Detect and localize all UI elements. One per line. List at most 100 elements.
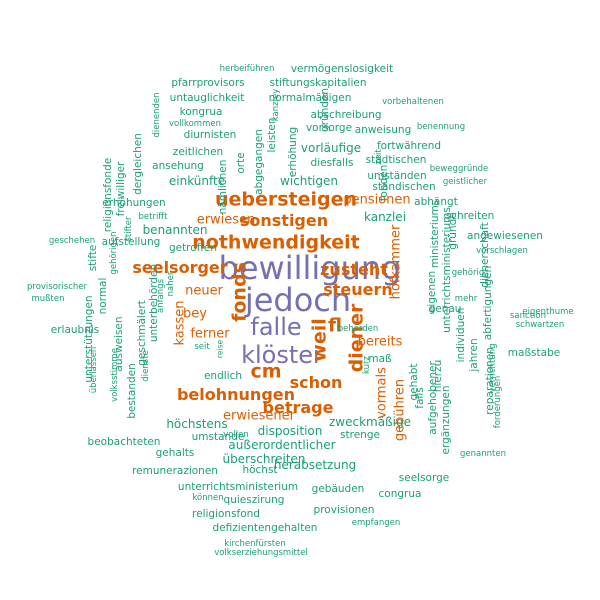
cloud-word: seit: [194, 341, 210, 352]
cloud-word: stifte: [86, 244, 99, 272]
cloud-word: zeitlichen: [172, 145, 224, 158]
cloud-word: aufgehobener: [426, 361, 439, 435]
cloud-word: weil: [308, 318, 331, 362]
cloud-word: defizientengehalten: [212, 521, 318, 534]
cloud-word: untauglichkeit: [169, 91, 245, 104]
cloud-word: angewiesenen: [467, 229, 543, 242]
cloud-word: diesfalls: [310, 156, 354, 169]
cloud-word: provisorischer: [27, 281, 87, 292]
cloud-word: naher: [165, 271, 176, 297]
cloud-word: schwartzen: [515, 319, 565, 330]
cloud-word: nämlichen: [216, 159, 229, 215]
cloud-word: abhängt: [414, 195, 458, 208]
cloud-word: ferner: [190, 326, 230, 342]
cloud-word: geistlicher: [442, 176, 488, 187]
cloud-word: erwiesener: [223, 408, 295, 424]
cloud-word: ergänzungen: [439, 385, 452, 455]
cloud-word: genannten: [460, 448, 506, 459]
cloud-word: behörden: [337, 323, 379, 334]
cloud-word: erhöhung: [286, 126, 299, 178]
cloud-word: überlassen: [88, 346, 99, 394]
cloud-word: vormals: [374, 367, 390, 419]
cloud-word: falle: [250, 313, 302, 341]
cloud-word: benennung: [416, 121, 466, 132]
cloud-word: anfangs: [155, 278, 166, 314]
cloud-word: bey: [183, 306, 207, 322]
cloud-word: hofkammer: [388, 224, 404, 300]
cloud-word: gehörig: [451, 267, 485, 278]
cloud-word: kassen: [172, 300, 188, 346]
cloud-word: aufstellung: [101, 235, 161, 248]
cloud-word: herbeiführen: [219, 63, 275, 74]
cloud-word: diurnisten: [183, 128, 237, 141]
cloud-word: vorschlagen: [476, 245, 528, 256]
cloud-word: kongrua: [179, 105, 223, 118]
cloud-word: bewilligung: [218, 249, 402, 287]
cloud-word: vermögenslosigkeit: [290, 62, 394, 75]
cloud-word: gebäuden: [311, 482, 365, 495]
cloud-word: unterrichtsministerium: [177, 480, 299, 493]
cloud-word: congrua: [378, 487, 422, 500]
cloud-word: kirchenfürsten: [224, 538, 286, 549]
cloud-word: sanction: [510, 310, 546, 321]
cloud-word: höchst: [242, 463, 278, 476]
cloud-word: vorsorge: [305, 121, 353, 134]
cloud-word: individuen: [454, 307, 467, 363]
cloud-word: getroffen: [168, 241, 218, 254]
cloud-word: pensionen: [343, 192, 411, 208]
cloud-word: einkünfte: [168, 174, 226, 188]
cloud-word: geschehen: [48, 235, 96, 246]
cloud-word: pfarrprovisors: [171, 76, 245, 89]
cloud-word: zeit: [373, 149, 384, 165]
cloud-word: betrage: [262, 398, 334, 417]
cloud-word: jedoch: [244, 281, 352, 319]
cloud-word: gebühren: [392, 378, 408, 442]
cloud-word: nothwendigkeit: [192, 231, 360, 254]
cloud-word: städtischen: [365, 153, 427, 166]
cloud-word: erlaubnis: [50, 323, 100, 336]
cloud-word: dienenden: [151, 92, 162, 138]
cloud-word: mehr: [454, 293, 478, 304]
cloud-word: fl: [327, 314, 343, 337]
cloud-word: herabsetzung: [273, 458, 357, 472]
cloud-word: bestanden: [125, 363, 138, 419]
cloud-word: fonden: [377, 164, 390, 202]
cloud-word: vollen: [223, 429, 249, 440]
cloud-word: umständen: [367, 169, 427, 182]
cloud-word: wichtigen: [280, 174, 338, 188]
cloud-word: strenge: [340, 428, 380, 441]
cloud-word: neuer: [185, 283, 223, 299]
cloud-word: erhöhungen: [102, 196, 166, 209]
cloud-word: quieszirung: [223, 493, 285, 506]
cloud-word: zweckmäßige: [329, 415, 411, 429]
cloud-word: beobachteten: [87, 435, 161, 448]
cloud-word: stiftungskapitalien: [269, 76, 367, 89]
cloud-word: empfangen: [351, 517, 401, 528]
cloud-word: seelsorger: [132, 258, 228, 277]
cloud-word: vorläufige: [300, 141, 362, 155]
cloud-word: abschreibung: [310, 108, 382, 121]
cloud-word: stifter: [123, 216, 134, 242]
cloud-word: betrifft: [138, 211, 168, 222]
cloud-word: benannten: [142, 223, 208, 237]
cloud-word: klöster: [241, 341, 323, 369]
cloud-word: reise: [215, 339, 225, 359]
cloud-word: ministeriums: [428, 199, 441, 269]
cloud-word: fonds: [228, 262, 251, 322]
cloud-word: dergleichen: [131, 133, 144, 195]
cloud-word: maßstabe: [507, 346, 561, 359]
cloud-word: kanzlei: [363, 210, 407, 224]
cloud-word: abgegangen: [252, 129, 265, 195]
cloud-word: cm: [250, 360, 282, 383]
cloud-word: vorbehaltenen: [382, 96, 444, 107]
cloud-word: remunerazionen: [132, 464, 218, 477]
cloud-word: maß: [368, 352, 392, 365]
cloud-word: jahren: [467, 338, 480, 372]
cloud-word: gehörigen: [108, 231, 119, 275]
cloud-word: abfertigungen: [481, 265, 494, 341]
cloud-word: schreiten: [445, 209, 495, 222]
cloud-word: leisten: [265, 117, 278, 153]
cloud-word: können: [192, 492, 224, 503]
cloud-word: erwiesen: [196, 212, 256, 228]
cloud-word: ansehung: [152, 159, 204, 172]
